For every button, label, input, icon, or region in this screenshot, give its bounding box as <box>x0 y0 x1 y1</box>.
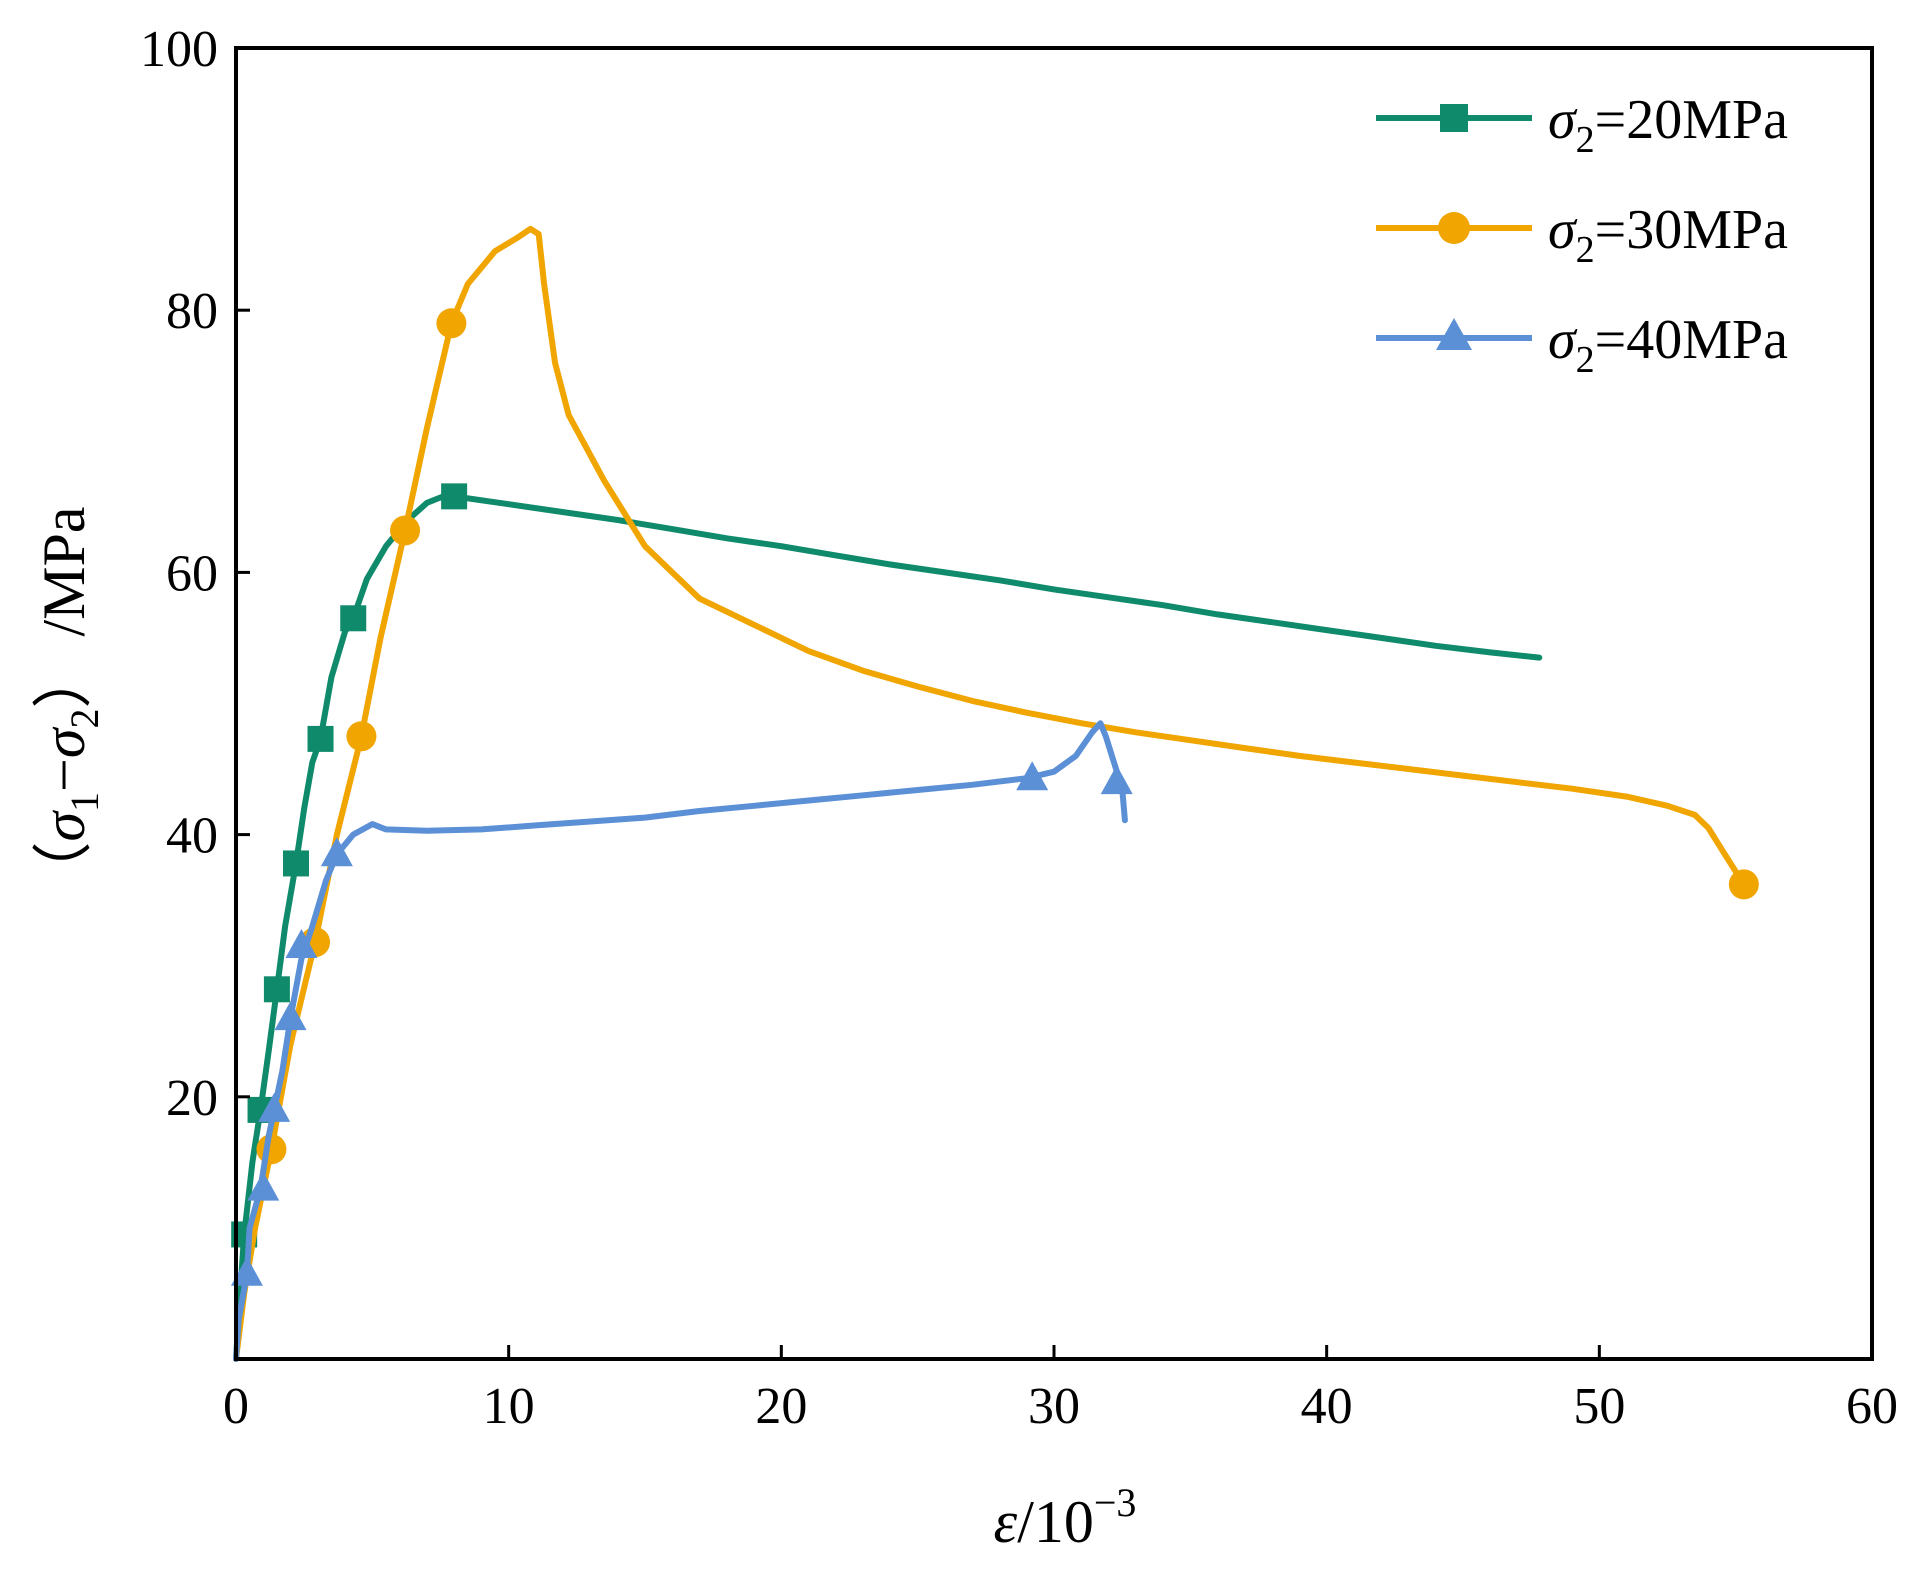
x-tick-label-6: 60 <box>1846 1378 1898 1435</box>
x-axis-exponent: −3 <box>1094 1480 1137 1525</box>
x-tick-label-1: 10 <box>483 1378 535 1435</box>
legend-entry-1: σ2=30MPa <box>1376 199 1788 271</box>
legend-symbol-2: σ <box>1548 309 1578 371</box>
legend-label-2: σ2=40MPa <box>1548 309 1788 381</box>
legend-sub-1: 2 <box>1576 229 1595 271</box>
y-tick-label-4: 100 <box>140 21 218 78</box>
legend-marker-2 <box>1436 318 1472 350</box>
series-2-marker-6 <box>1016 761 1049 791</box>
y-axis-sub2: 2 <box>62 709 107 729</box>
y-axis-sub1: 1 <box>62 792 107 812</box>
x-tick-label-5: 50 <box>1573 1378 1625 1435</box>
legend-rest-2: =40MPa <box>1595 309 1789 371</box>
y-axis-close: ） <box>31 649 97 709</box>
x-tick-label-3: 30 <box>1028 1378 1080 1435</box>
series-2-marker-2 <box>258 1092 291 1122</box>
series-1-marker-2 <box>346 721 377 752</box>
series-1-marker-3 <box>390 515 421 546</box>
legend-entry-0: σ2=20MPa <box>1376 89 1788 161</box>
series-0-marker-2 <box>263 976 290 1003</box>
series-0-marker-3 <box>282 850 309 877</box>
plot-marks <box>230 225 1759 1362</box>
series-0-marker-4 <box>307 725 334 752</box>
x-tick-label-4: 40 <box>1301 1378 1353 1435</box>
x-tick-label-2: 20 <box>755 1378 807 1435</box>
legend: σ2=20MPa σ2=30MPa σ2=40MPa <box>1376 89 1788 381</box>
legend-marker-0 <box>1440 104 1468 132</box>
legend-symbol-0: σ <box>1548 89 1578 151</box>
y-tick-label-0: 20 <box>166 1070 218 1127</box>
y-axis-title: （σ1−σ2）/MPa <box>31 506 107 901</box>
y-axis-sigma1: σ <box>31 810 97 842</box>
x-tick-label-0: 0 <box>223 1378 249 1435</box>
series-0-marker-6 <box>441 483 468 510</box>
series-1-marker-4 <box>436 308 467 339</box>
legend-label-0: σ2=20MPa <box>1548 89 1788 161</box>
series-2-marker-0 <box>230 1256 263 1286</box>
y-tick-label-2: 60 <box>166 545 218 602</box>
series-2-marker-5 <box>320 837 353 867</box>
y-axis-sigma2: σ <box>31 726 97 758</box>
series-2-marker-3 <box>274 1001 307 1031</box>
series-2-marker-7 <box>1100 765 1133 795</box>
legend-marker-1 <box>1438 212 1470 244</box>
legend-rest-1: =30MPa <box>1595 199 1789 261</box>
series-2-marker-4 <box>285 929 318 959</box>
legend-sub-2: 2 <box>1576 339 1595 381</box>
y-axis-open: （ <box>31 842 97 902</box>
y-axis-minus: − <box>31 758 97 792</box>
series-0-marker-5 <box>340 605 367 632</box>
legend-sub-0: 2 <box>1576 119 1595 161</box>
x-axis-symbol: ε <box>994 1489 1018 1555</box>
x-axis-base: /10 <box>1017 1489 1094 1555</box>
legend-label-1: σ2=30MPa <box>1548 199 1788 271</box>
axis-ticks: 0 10 20 30 40 50 60 20 40 60 80 100 <box>140 21 1898 1435</box>
y-axis-unit: /MPa <box>31 506 97 636</box>
series-2-marker-1 <box>247 1171 280 1201</box>
y-tick-label-3: 80 <box>166 283 218 340</box>
series-1-marker-0 <box>256 1134 287 1165</box>
series-line-1 <box>233 225 1747 1362</box>
series-1-marker-5 <box>1728 869 1759 900</box>
legend-rest-0: =20MPa <box>1595 89 1789 151</box>
legend-symbol-1: σ <box>1548 199 1578 261</box>
y-tick-label-1: 40 <box>166 808 218 865</box>
x-axis-title: ε/10−3 <box>994 1480 1137 1555</box>
legend-entry-2: σ2=40MPa <box>1376 309 1788 381</box>
